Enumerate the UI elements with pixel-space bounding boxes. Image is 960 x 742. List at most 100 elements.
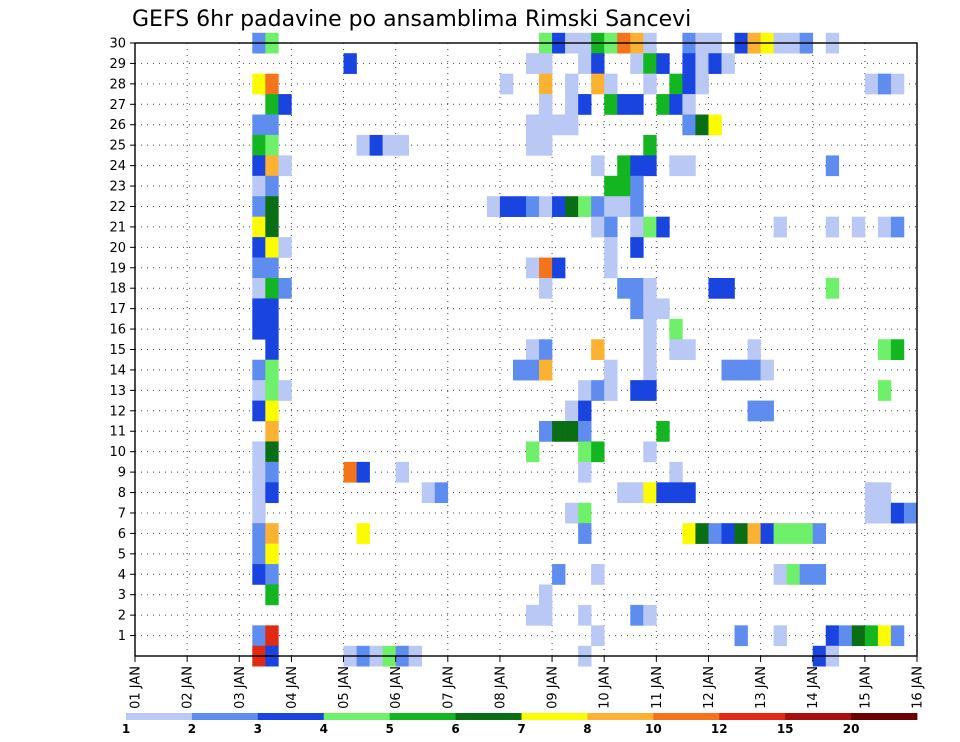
heatmap-cell xyxy=(864,482,879,504)
heatmap-cell xyxy=(499,196,514,217)
heatmap-cell xyxy=(864,625,879,647)
heatmap-cell xyxy=(252,502,266,524)
heatmap-cell xyxy=(512,359,527,381)
heatmap-cell xyxy=(682,482,696,504)
heatmap-cell xyxy=(877,625,892,647)
heatmap-cell xyxy=(591,564,605,585)
heatmap-cell xyxy=(890,502,905,524)
x-tick-label: 12 JAN xyxy=(702,666,717,709)
heatmap-cell xyxy=(252,318,266,340)
heatmap-cell xyxy=(812,523,827,544)
heatmap-cell xyxy=(526,359,540,381)
heatmap-cell xyxy=(747,400,761,422)
heatmap-cell xyxy=(252,257,266,279)
y-tick-label: 21 xyxy=(109,220,126,235)
heatmap-cell xyxy=(552,257,566,279)
heatmap-cell xyxy=(278,277,292,299)
legend-label: 4 xyxy=(320,722,328,736)
heatmap-cell xyxy=(265,584,279,606)
heatmap-cell xyxy=(252,625,266,647)
heatmap-cell xyxy=(643,277,657,299)
x-tick-label: 09 JAN xyxy=(546,666,561,709)
heatmap-cell xyxy=(669,94,683,115)
heatmap-cell xyxy=(760,523,774,544)
heatmap-cell xyxy=(734,359,748,381)
heatmap-cell xyxy=(539,73,553,95)
heatmap-cell xyxy=(604,380,618,401)
heatmap-cell xyxy=(630,53,644,74)
y-axis: 1234567891011121314151617181920212223242… xyxy=(109,37,135,644)
heatmap-cell xyxy=(591,196,605,217)
heatmap-cell xyxy=(630,237,644,258)
heatmap-cell xyxy=(656,216,670,238)
heatmap-cell xyxy=(278,94,292,115)
heatmap-cell xyxy=(877,339,892,361)
heatmap-cell xyxy=(565,502,579,524)
heatmap-cell xyxy=(630,155,644,177)
heatmap-cell xyxy=(252,461,266,483)
heatmap-cell xyxy=(864,73,879,95)
heatmap-cell xyxy=(643,482,657,504)
heatmap-cell xyxy=(356,461,370,483)
heatmap-cell xyxy=(252,277,266,299)
heatmap-cell xyxy=(265,318,279,340)
heatmap-cell xyxy=(265,175,279,197)
heatmap-cell xyxy=(617,94,631,115)
heatmap-cell xyxy=(539,421,553,442)
heatmap-cell xyxy=(747,359,761,381)
legend-swatch xyxy=(587,713,654,720)
heatmap-cell xyxy=(369,134,383,156)
heatmap-cell xyxy=(669,318,683,340)
heatmap-cell xyxy=(890,216,905,238)
heatmap-cell xyxy=(539,277,553,299)
legend-swatch xyxy=(191,713,259,720)
heatmap-cell xyxy=(604,175,618,197)
legend-swatch xyxy=(653,713,720,720)
x-tick-label: 02 JAN xyxy=(181,666,196,709)
heatmap-cell xyxy=(539,584,553,606)
heatmap-cell xyxy=(877,73,892,95)
heatmap-cell xyxy=(877,216,892,238)
heatmap-cell xyxy=(565,400,579,422)
heatmap-cell xyxy=(252,196,266,217)
heatmap-cell xyxy=(265,564,279,585)
y-tick-label: 16 xyxy=(109,323,126,338)
heatmap-cell xyxy=(578,523,592,544)
heatmap-cell xyxy=(395,461,409,483)
y-tick-label: 23 xyxy=(109,180,126,195)
heatmap-cell xyxy=(877,482,892,504)
heatmap-cell xyxy=(591,339,605,361)
legend-swatch xyxy=(257,713,325,720)
heatmap-cell xyxy=(669,73,683,95)
heatmap-cell xyxy=(604,196,618,217)
heatmap-cell xyxy=(539,339,553,361)
heatmap-cell xyxy=(526,134,540,156)
heatmap-cell xyxy=(578,196,592,217)
x-tick-label: 06 JAN xyxy=(389,666,404,709)
heatmap-cell xyxy=(643,604,657,626)
heatmap-cell xyxy=(799,523,814,544)
legend-label: 1 xyxy=(122,722,130,736)
heatmap-cell xyxy=(265,298,279,320)
y-tick-label: 6 xyxy=(118,527,126,542)
heatmap-cell xyxy=(434,482,449,504)
y-tick-label: 17 xyxy=(109,302,126,317)
legend-label: 2 xyxy=(188,722,196,736)
heatmap-cell xyxy=(565,94,579,115)
heatmap-cell xyxy=(252,216,266,238)
heatmap-cell xyxy=(278,155,292,177)
y-tick-label: 10 xyxy=(109,445,126,460)
heatmap-cell xyxy=(252,237,266,258)
heatmap-cell xyxy=(760,359,774,381)
heatmap-cell xyxy=(265,114,279,136)
heatmap-cell xyxy=(890,625,905,647)
heatmap-cell xyxy=(890,339,905,361)
heatmap-cell xyxy=(708,523,722,544)
heatmap-cell xyxy=(252,298,266,320)
heatmap-cell xyxy=(851,216,866,238)
heatmap-cell xyxy=(578,380,592,401)
heatmap-cell xyxy=(656,94,670,115)
y-tick-label: 20 xyxy=(109,241,126,256)
heatmap-cell xyxy=(252,114,266,136)
